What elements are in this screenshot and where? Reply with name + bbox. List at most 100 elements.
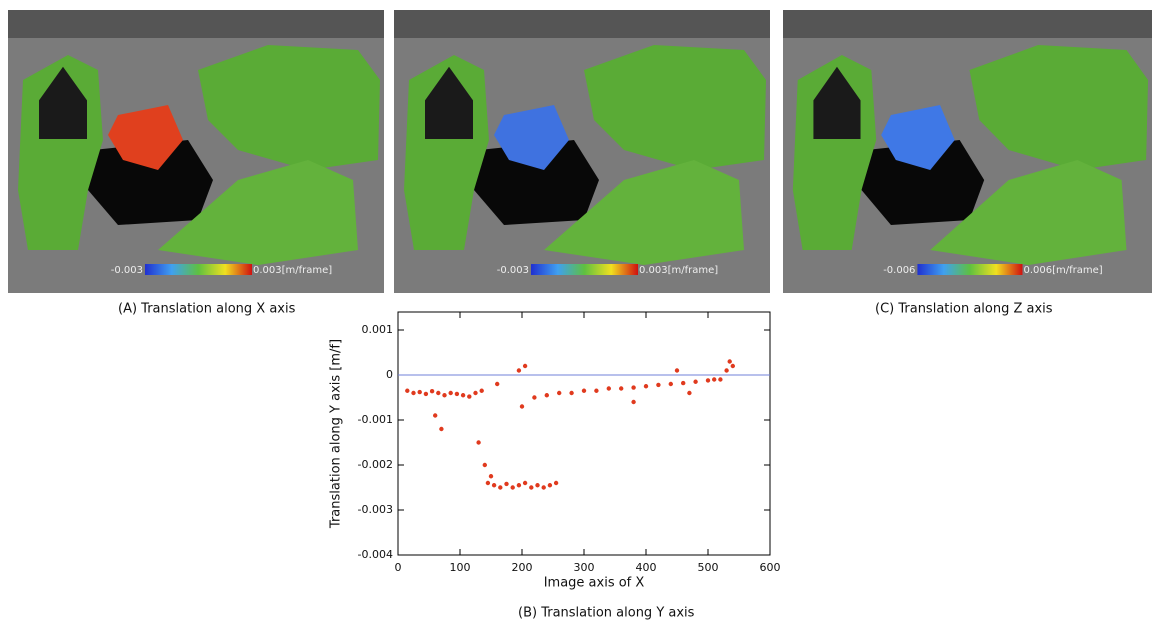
y-tick-label: -0.003	[358, 503, 393, 516]
point	[557, 390, 562, 396]
x-tick-label: 100	[450, 561, 471, 574]
point	[643, 384, 649, 389]
point	[606, 386, 611, 391]
point	[581, 388, 587, 393]
colorbar-max-label: 0.003[m/frame]	[639, 265, 718, 276]
point	[436, 390, 441, 396]
point	[488, 474, 494, 479]
point	[519, 404, 525, 409]
point	[535, 483, 540, 488]
point	[442, 393, 447, 398]
y-tick-label: 0	[386, 368, 393, 381]
point	[467, 394, 472, 399]
colorbar	[917, 264, 1023, 275]
colorbar-min-label: -0.003	[497, 265, 529, 276]
point	[532, 395, 537, 400]
plot-frame	[397, 311, 771, 556]
point	[417, 389, 422, 395]
image-top	[394, 10, 770, 38]
colorbar-max-label: 0.006[m/frame]	[1023, 265, 1102, 276]
point	[718, 377, 723, 382]
point	[631, 399, 636, 405]
point	[460, 393, 466, 398]
y-axis-label: Translation along Y axis [m/f]	[329, 339, 344, 529]
point	[656, 382, 661, 388]
lawn	[930, 160, 1127, 265]
image-top	[8, 10, 384, 38]
point	[504, 481, 509, 487]
point	[498, 485, 503, 490]
x-tick-label: 0	[395, 561, 402, 574]
point	[541, 485, 546, 490]
lawn	[544, 160, 744, 265]
lawn	[158, 160, 358, 265]
point	[439, 426, 444, 432]
object	[108, 105, 183, 170]
point	[405, 388, 410, 393]
point	[473, 390, 478, 396]
point	[491, 483, 497, 488]
point	[668, 381, 673, 387]
image-panel	[783, 10, 1152, 293]
point	[594, 388, 599, 393]
bush-right	[969, 45, 1149, 170]
point	[730, 363, 735, 369]
point	[433, 413, 438, 418]
point	[485, 480, 491, 486]
point	[495, 381, 500, 387]
x-tick-label: 600	[760, 561, 781, 574]
point	[448, 390, 453, 396]
image-panel	[8, 10, 384, 293]
point	[522, 480, 528, 486]
shadow	[474, 140, 599, 225]
house	[811, 63, 863, 141]
point	[674, 368, 680, 373]
point	[681, 380, 686, 386]
point	[479, 388, 484, 393]
colorbar-max-label: 0.003[m/frame]	[253, 265, 332, 276]
point	[569, 390, 574, 396]
bush-right	[198, 45, 380, 170]
image-panel	[394, 10, 770, 293]
colorbar	[531, 264, 638, 275]
point	[423, 391, 429, 397]
point	[516, 368, 522, 373]
y-tick-label: -0.004	[358, 548, 393, 561]
y-tick-label: -0.001	[358, 413, 393, 426]
point	[547, 483, 553, 488]
point	[705, 378, 711, 383]
x-tick-label: 400	[636, 561, 657, 574]
point	[482, 462, 487, 468]
x-tick-label: 300	[574, 561, 595, 574]
point	[727, 359, 732, 364]
point	[522, 363, 528, 369]
object	[494, 105, 569, 170]
house	[37, 63, 89, 141]
caption: (A) Translation along X axis	[118, 302, 296, 317]
point	[687, 390, 692, 396]
point	[544, 393, 549, 398]
point	[693, 379, 698, 384]
point	[529, 485, 534, 490]
point	[712, 377, 717, 382]
point	[411, 390, 416, 396]
colorbar-min-label: -0.003	[111, 265, 143, 276]
y-tick-label: 0.001	[362, 323, 394, 336]
shadow	[861, 140, 985, 225]
x-tick-label: 200	[512, 561, 533, 574]
point	[429, 389, 435, 394]
colorbar	[145, 264, 252, 275]
colorbar-min-label: -0.006	[883, 265, 915, 276]
object	[881, 105, 955, 170]
caption: (B) Translation along Y axis	[518, 606, 695, 621]
caption: (C) Translation along Z axis	[875, 302, 1053, 317]
point	[631, 385, 636, 390]
bush-right	[584, 45, 766, 170]
point	[619, 386, 624, 391]
x-tick-label: 500	[698, 561, 719, 574]
image-top	[783, 10, 1152, 38]
y-tick-label: -0.002	[358, 458, 393, 471]
point	[510, 485, 515, 490]
